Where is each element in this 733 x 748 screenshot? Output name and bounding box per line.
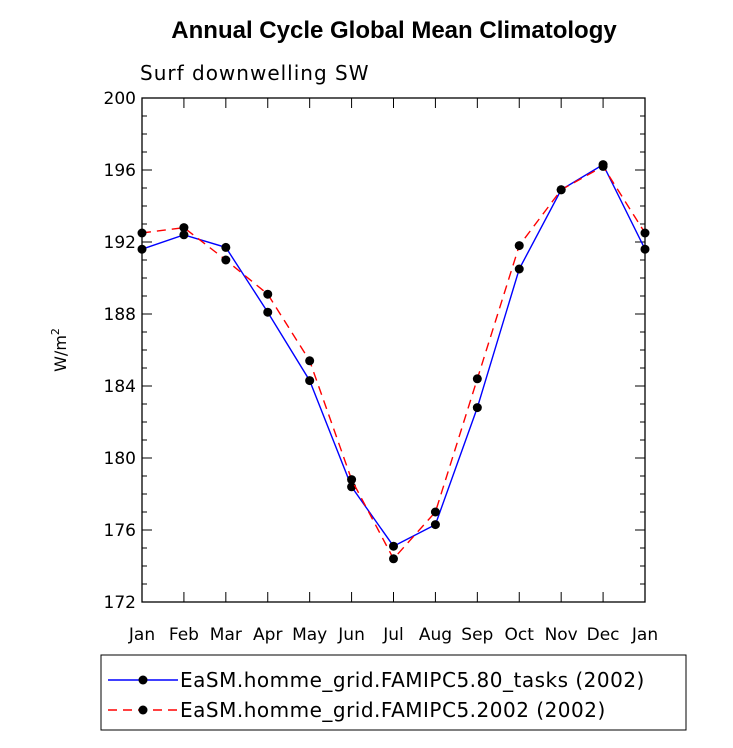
plot-frame [141, 97, 646, 603]
x-tick-label: May [292, 625, 327, 645]
legend-marker [138, 675, 148, 685]
y-axis: 172 176 180 184 188 192 196 200 [104, 89, 645, 613]
data-point [179, 230, 189, 240]
legend: EaSM.homme_grid.FAMIPC5.80_tasks (2002) E… [100, 654, 687, 731]
data-point [221, 255, 231, 265]
x-axis: Jan Feb Mar Apr May Jun Jul Aug Sep Oct Nov Dec Jan [128, 98, 658, 645]
data-point [137, 228, 147, 238]
x-tick-label: Feb [169, 625, 199, 645]
y-tick-label: 188 [104, 305, 136, 325]
y-tick-label: 176 [104, 521, 136, 541]
legend-marker [138, 705, 148, 715]
data-point [221, 242, 231, 252]
data-point [305, 376, 315, 386]
y-tick-label: 184 [104, 377, 136, 397]
x-tick-label: Apr [253, 625, 282, 645]
data-point [472, 403, 482, 413]
data-point [263, 307, 273, 317]
data-point [514, 264, 524, 274]
y-axis-label-superscript: 2 [49, 328, 62, 335]
data-point [179, 223, 189, 233]
data-point [430, 520, 440, 530]
x-tick-label: Mar [210, 625, 242, 645]
x-tick-label: Jan [631, 625, 658, 645]
y-axis-label-text: W/m [51, 335, 70, 372]
y-tick-label: 192 [104, 233, 136, 253]
data-point [598, 161, 608, 171]
data-point [472, 374, 482, 384]
legend-box [100, 654, 687, 731]
data-point [347, 475, 357, 485]
data-point [640, 228, 650, 238]
x-tick-label: Jul [382, 625, 404, 645]
series-layer [137, 160, 650, 564]
data-point [305, 356, 315, 366]
x-tick-label: Oct [505, 625, 535, 645]
y-tick-label: 200 [104, 89, 136, 109]
y-tick-label: 196 [104, 161, 136, 181]
data-point [137, 244, 147, 254]
x-tick-label: Jan [128, 625, 155, 645]
plot-area [141, 97, 646, 603]
data-point [556, 185, 566, 195]
series-line [141, 163, 646, 548]
legend-label: EaSM.homme_grid.FAMIPC5.80_tasks (2002) [180, 668, 645, 692]
data-point [263, 289, 273, 299]
y-tick-label: 180 [104, 449, 136, 469]
series-line [141, 165, 646, 561]
x-tick-label: Aug [419, 625, 452, 645]
data-point [514, 241, 524, 251]
x-tick-label: Jun [337, 625, 365, 645]
series-2 [137, 161, 650, 564]
data-point [640, 244, 650, 254]
x-tick-label: Dec [587, 625, 620, 645]
chart-title: Annual Cycle Global Mean Climatology [171, 17, 617, 44]
data-point [389, 541, 398, 551]
y-tick-label: 172 [104, 593, 136, 613]
x-tick-label: Sep [461, 625, 493, 645]
x-tick-label: Nov [545, 625, 578, 645]
y-axis-label: W/m2 [49, 328, 70, 372]
chart-subtitle: Surf downwelling SW [140, 61, 370, 85]
data-point [430, 507, 440, 517]
data-point [347, 482, 357, 492]
series-1 [137, 160, 650, 551]
legend-label: EaSM.homme_grid.FAMIPC5.2002 (2002) [180, 698, 606, 722]
data-point [389, 554, 398, 564]
